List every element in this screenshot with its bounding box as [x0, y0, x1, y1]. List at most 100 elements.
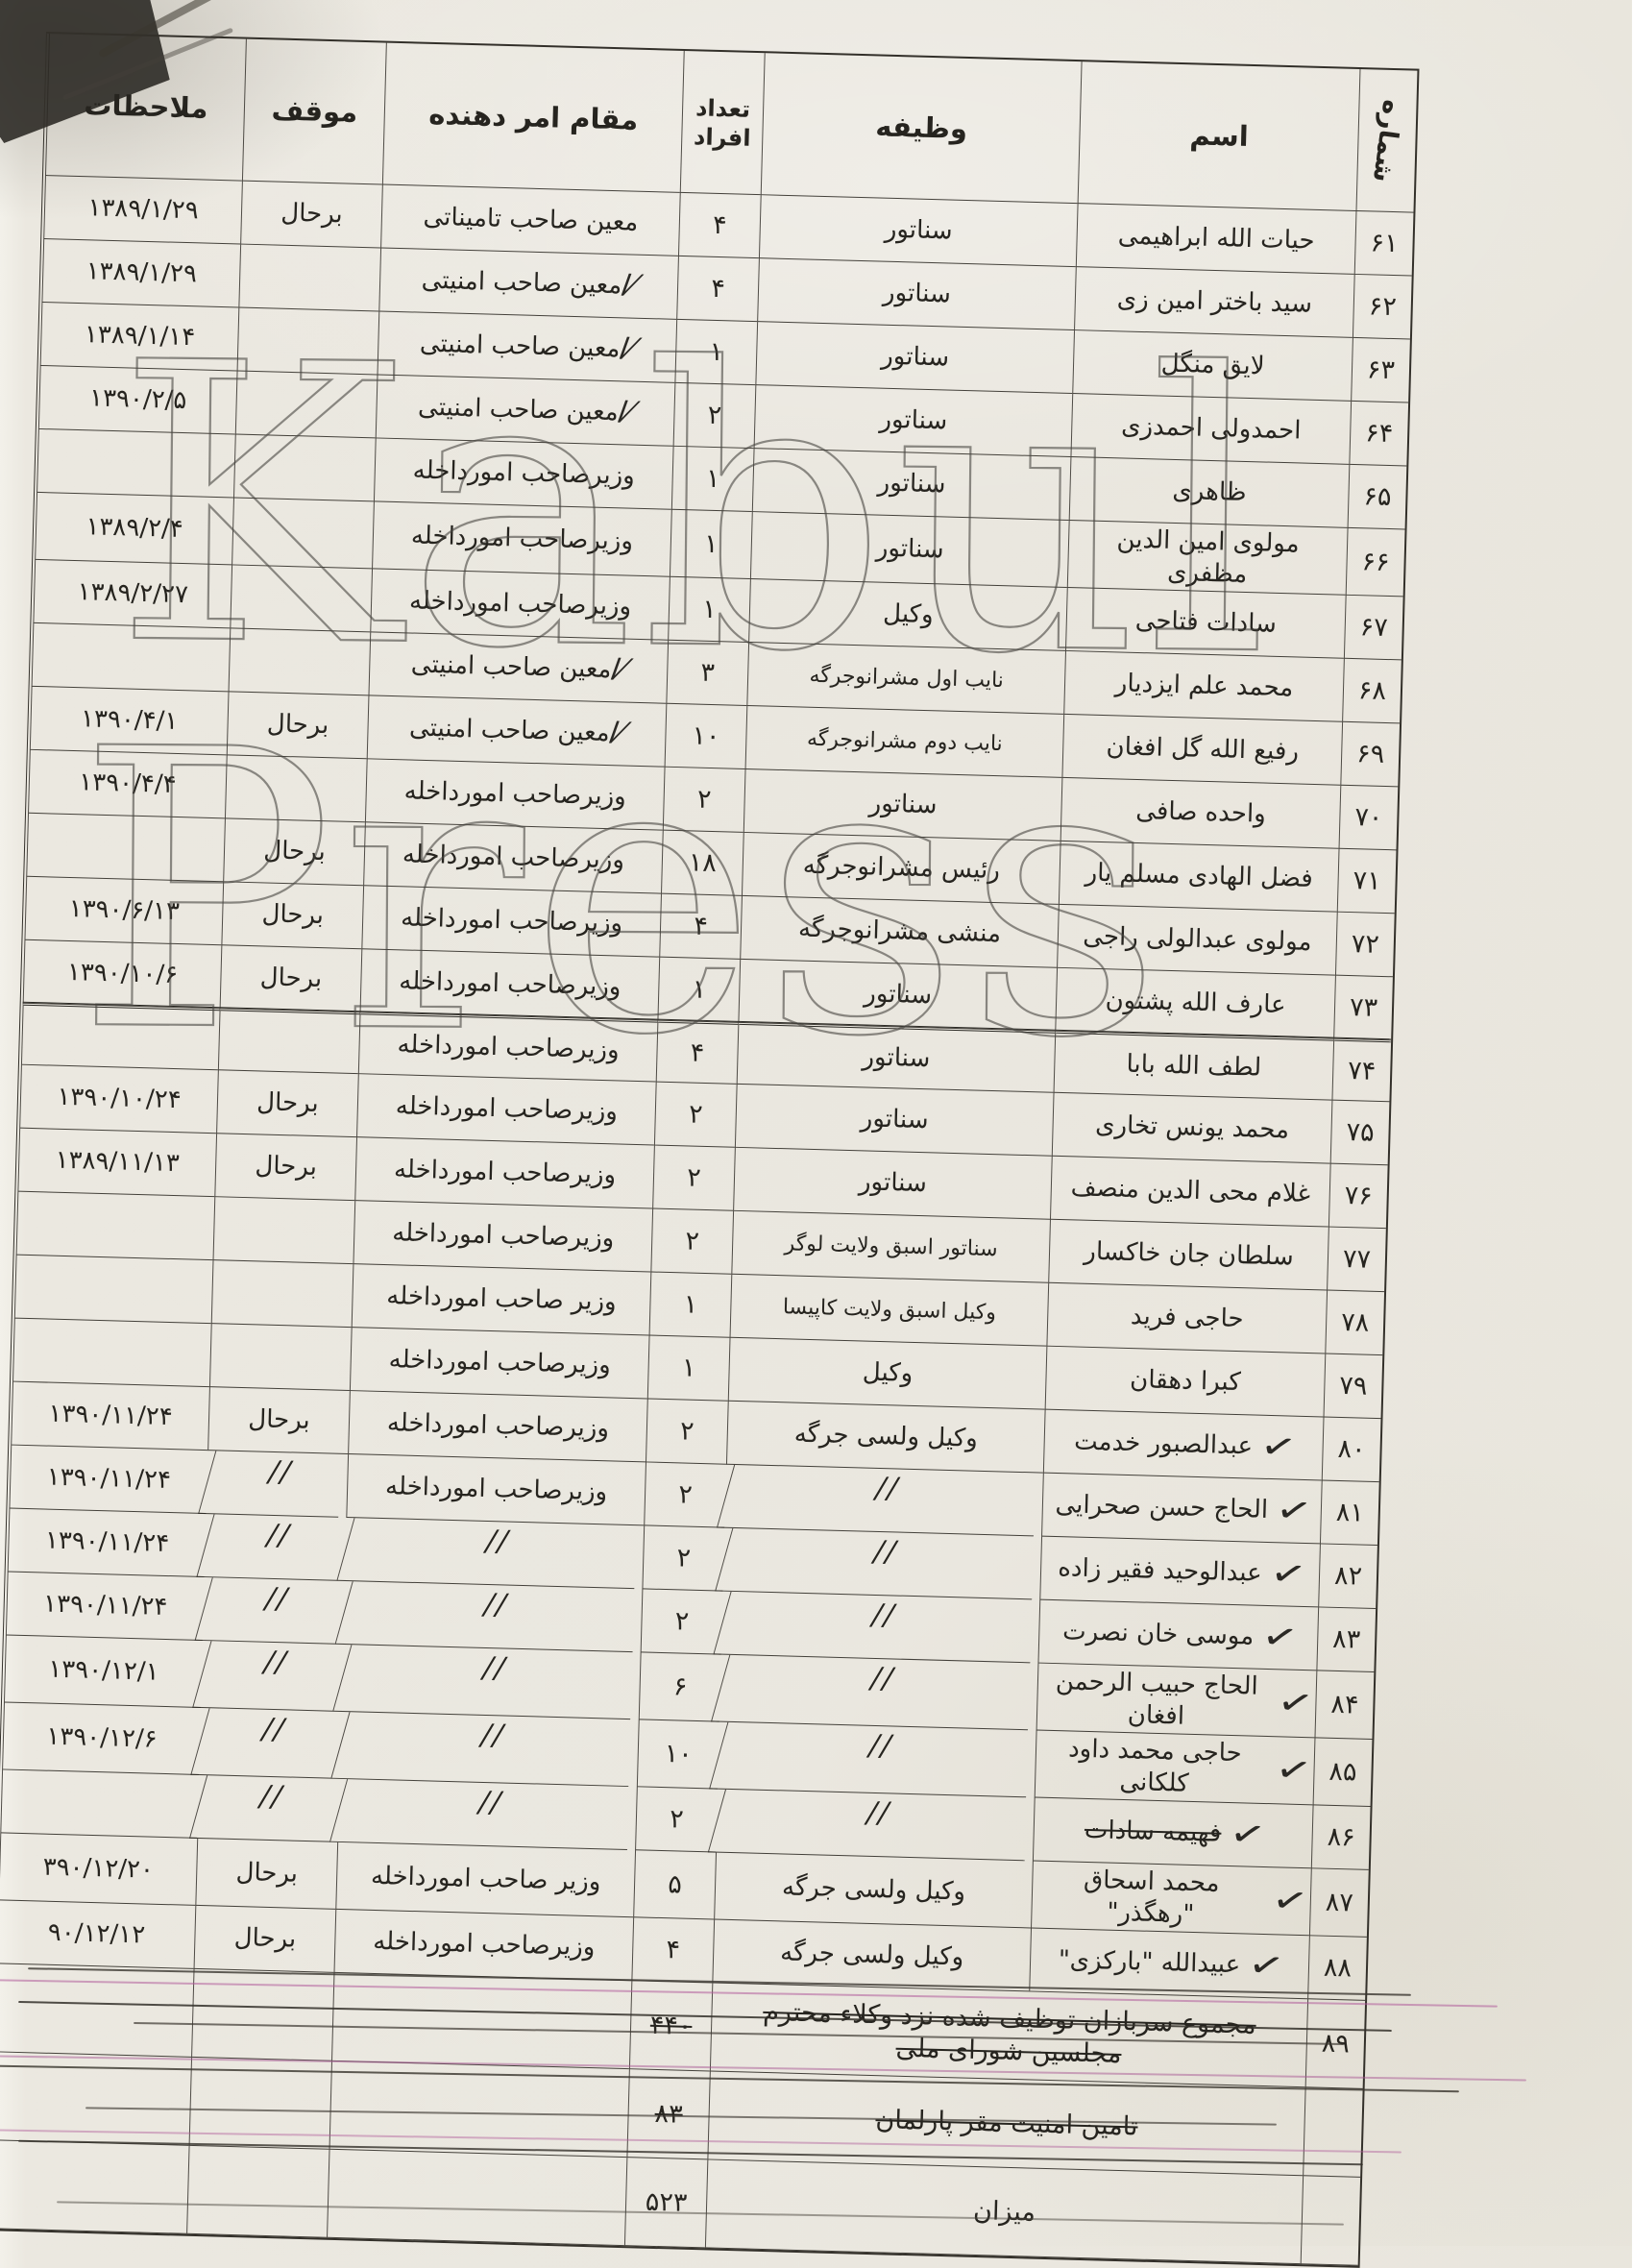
check-mark-icon: ✓ [1257, 1424, 1302, 1471]
summary-row-number: ۸۹ [1305, 1999, 1367, 2089]
row-number: ۷۶ [1328, 1163, 1389, 1230]
ordering-authority: // [337, 1518, 653, 1590]
row-number: ۷۱ [1337, 848, 1398, 915]
duty: // [708, 1789, 1043, 1862]
duty: منشی مشرانوجرگه [741, 895, 1060, 968]
status [218, 1007, 361, 1075]
ordering-authority: ⁄ا معین صاحب امنیتی [378, 311, 678, 383]
status [211, 1260, 354, 1329]
person-name: ✓ عبدالصبور خدمت [1043, 1409, 1325, 1481]
ordering-authority: معین صاحب تامیناتی [381, 184, 681, 256]
duty: سناتور [735, 1084, 1055, 1157]
status: برحال [217, 1070, 359, 1138]
status [235, 371, 378, 439]
status: برحال [208, 1387, 351, 1455]
column-header-authority: مقام امر دهنده [382, 42, 685, 193]
column-header-remarks: ملاحظات [45, 34, 247, 182]
row-number: ۶۷ [1344, 595, 1404, 661]
remark-date: ۱۳۸۹/۲/۴ [36, 492, 234, 566]
person-name: حاجی فرید [1047, 1282, 1328, 1354]
row-number: ۸۵ [1313, 1738, 1374, 1807]
row-number: ۶۳ [1352, 337, 1411, 403]
duty: وکیل اسبق ولایت کاپیسا [730, 1274, 1050, 1347]
duty: سناتور [739, 959, 1059, 1032]
guard-count: ۴ [632, 1917, 716, 1984]
remark-date [27, 813, 226, 883]
guard-count: ۴ [678, 192, 762, 259]
duty: سناتور [743, 768, 1063, 841]
row-number: ۷۰ [1339, 785, 1400, 851]
summary-row-number [1301, 2176, 1362, 2266]
remark-date: ۱۳۹۰/۱۱/۲۴ [6, 1572, 206, 1642]
check-mark-icon: ✓ [1272, 1747, 1317, 1794]
status: برحال [241, 181, 383, 249]
status [232, 498, 375, 570]
document-sheet: شماره اسم وظیفه تعداد افراد مقام امر دهن… [0, 31, 1421, 2268]
person-name: رفیع الله گل افغان [1062, 714, 1344, 786]
ordering-authority: وزیر صاحب امورداخله [352, 1264, 652, 1336]
duty: نایب دوم مشرانوجرگه [745, 705, 1065, 778]
guard-count: ۱ [670, 509, 753, 580]
ordering-authority: وزیرصاحب امورداخله [357, 1074, 657, 1146]
check-mark-icon: ✓ [1274, 1680, 1318, 1727]
column-header-name: اسم [1078, 61, 1361, 211]
row-number: ۶۵ [1348, 464, 1408, 530]
duty: سناتور [752, 449, 1072, 521]
ordering-authority: وزیرصاحب امورداخله [334, 1909, 635, 1982]
summary-label: مجموع سربازان توظیف شده نزد وکلاء محترم … [710, 1983, 1309, 2088]
status: // [193, 1641, 353, 1712]
ordering-authority: وزیرصاحب امورداخله [364, 822, 664, 894]
guard-count: ۲ [645, 1462, 727, 1528]
guard-count: ۳ [667, 640, 750, 706]
ordering-authority: وزیرصاحب امورداخله [365, 759, 666, 831]
row-number: ۸۶ [1311, 1805, 1372, 1870]
duty: سناتور اسبق ولایت لوگر [732, 1210, 1051, 1283]
summary-empty-cell [0, 2140, 190, 2234]
status: برحال [222, 882, 365, 950]
person-name: ✓ الحاج حسن صحرایی [1042, 1473, 1323, 1545]
row-number: ۸۳ [1317, 1607, 1377, 1673]
summary-row-number [1304, 2087, 1364, 2178]
status [213, 1197, 356, 1265]
guard-count: ۱ [647, 1335, 731, 1402]
status [233, 434, 377, 502]
remark-date: ۱۳۹۰/۶/۱۳ [25, 876, 225, 946]
column-header-status: موقف [242, 38, 387, 185]
column-header-number: شماره [1356, 68, 1419, 213]
status [239, 244, 382, 312]
guard-count: ۶ [639, 1652, 722, 1722]
remark-date: ۱۳۹۰/۱۱/۲۴ [10, 1445, 209, 1515]
row-number: ۶۹ [1341, 721, 1401, 788]
ordering-authority: وزیرصاحب امورداخله [374, 438, 674, 510]
remark-date: ۱۳۹۰/۱۲/۱ [4, 1635, 204, 1708]
person-name: ✓ الحاج حبیب الرحمن افغان [1036, 1663, 1318, 1739]
check-mark-icon: ✓ [1273, 1488, 1317, 1535]
person-name: فضل الهادی مسلم یار [1059, 841, 1340, 913]
guard-count: ۴ [660, 893, 743, 960]
person-name: سادات فتاحی [1065, 587, 1347, 659]
duty: وکیل ولسی جرگه [715, 1852, 1034, 1929]
person-name: سلطان جان خاکسار [1049, 1219, 1329, 1291]
ordering-authority: وزیرصاحب امورداخله [362, 886, 662, 958]
guard-count: ۱۰ [665, 703, 748, 769]
ordering-authority: وزیرصاحب امورداخله [371, 569, 670, 641]
guard-count: ۱ [671, 446, 755, 513]
remark-date: ۱۳۹۰/۴/۱ [30, 686, 230, 756]
remark-date: ۱۳۹۰/۲/۵ [38, 365, 238, 435]
remark-date: ۹۰/۱۲/۱۲ [0, 1900, 197, 1969]
status: // [197, 1514, 355, 1581]
summary-count: ۵۲۳ [624, 2158, 709, 2249]
summary-empty-cell [0, 2052, 193, 2146]
duty: وکیل ولسی جرگه [726, 1401, 1046, 1474]
ordering-authority: // [335, 1581, 651, 1653]
duty: وکیل [728, 1337, 1048, 1410]
person-name: واحده صافی [1060, 777, 1342, 849]
ordering-authority: // [329, 1779, 646, 1851]
ordering-authority: وزیرصاحب امورداخله [373, 501, 672, 577]
row-number: ۷۴ [1332, 1036, 1393, 1103]
ordering-authority: ⁄ا معین صاحب امنیتی [369, 632, 670, 704]
row-number: ۶۶ [1346, 527, 1406, 597]
remark-date: ۱۳۸۹/۱۱/۱۳ [18, 1128, 218, 1198]
guard-count: ۲ [663, 767, 746, 833]
row-number: ۷۷ [1328, 1227, 1387, 1293]
